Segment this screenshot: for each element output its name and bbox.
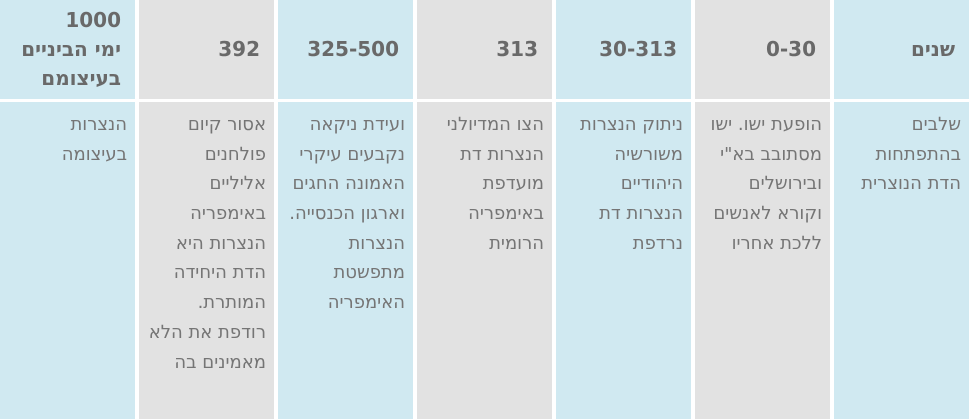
column-header-313: 313 [417, 0, 552, 99]
stage-cell-0-30: הופעת ישו. ישו מסתובב בא"י ובירושלים וקו… [695, 102, 830, 419]
stage-cell-30-313: ניתוק הנצרות משורשיה היהודיים הנצרות דת … [556, 102, 691, 419]
stage-cell-row-label: שלבים בהתפתחות הדת הנוצרית [834, 102, 969, 419]
stage-cell-392: אסור קיום פולחנים אליליים באימפריה הנצרו… [139, 102, 274, 419]
stage-cell-325-500: ועידת ניקאה נקבעים עיקרי האמונה החגים וא… [278, 102, 413, 419]
stage-cell-1000: הנצרות בעיצומה [0, 102, 135, 419]
column-header-392: 392 [139, 0, 274, 99]
column-header-years: שנים [834, 0, 969, 99]
stage-cell-313: הצו המדיולני הנצרות דת מועדפת באימפריה ה… [417, 102, 552, 419]
column-header-30-313: 30-313 [556, 0, 691, 99]
column-header-1000: 1000 ימי הביניים בעיצומם [0, 0, 135, 99]
column-header-325-500: 325-500 [278, 0, 413, 99]
column-header-0-30: 0-30 [695, 0, 830, 99]
